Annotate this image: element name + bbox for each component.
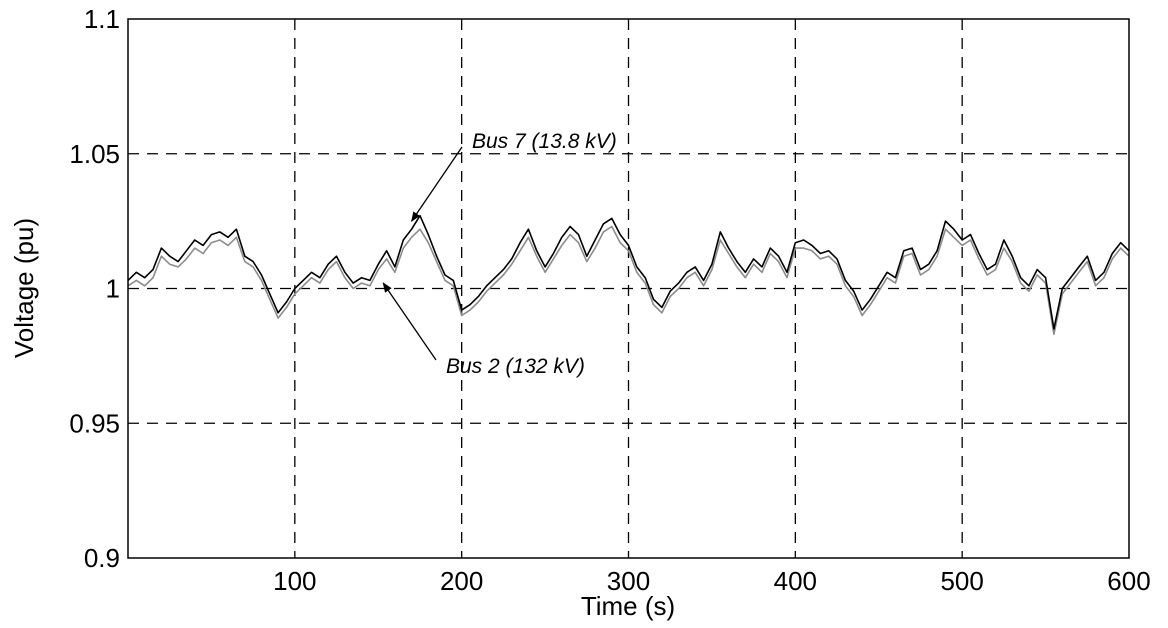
y-tick-label: 1.05 [69,139,120,169]
y-tick-label: 0.9 [84,543,120,573]
tick-labels: 100 200 300 400 500 600 0.9 0.95 1 1.05 1.1 [69,4,1150,596]
annotation-arrow [382,282,437,361]
x-tick-label: 400 [774,566,817,596]
annotations: Bus 7 (13.8 kV) Bus 2 (132 kV) [382,130,617,378]
grid-lines [128,19,1129,558]
y-axis-title: Voltage (pu) [9,218,39,358]
x-tick-label: 100 [273,566,316,596]
annotation-label: Bus 2 (132 kV) [446,355,585,378]
y-tick-label: 1 [106,274,120,304]
y-tick-label: 0.95 [69,408,120,438]
annotation-label: Bus 7 (13.8 kV) [472,130,617,153]
x-tick-label: 300 [607,566,650,596]
series-lines [127,214,1130,336]
x-tick-label: 600 [1107,566,1150,596]
y-tick-label: 1.1 [84,4,120,34]
series-line [127,225,1130,336]
x-axis-title: Time (s) [581,591,675,621]
annotation-arrow [411,146,463,222]
x-tick-label: 500 [940,566,983,596]
x-tick-label: 200 [440,566,483,596]
series-line [127,214,1130,330]
plot-area-frame [127,18,1130,559]
